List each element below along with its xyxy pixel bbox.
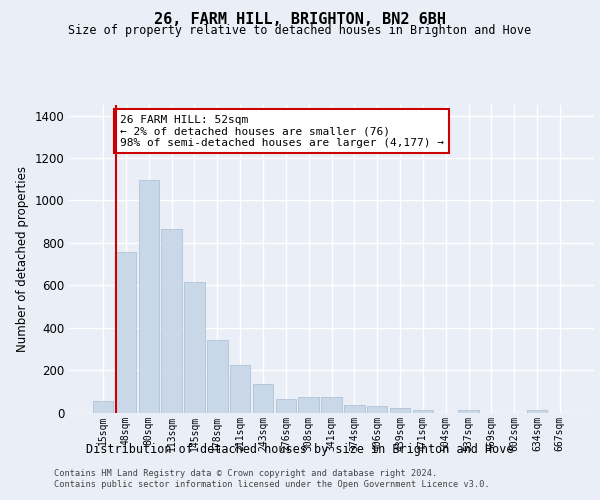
Text: Distribution of detached houses by size in Brighton and Hove: Distribution of detached houses by size …: [86, 442, 514, 456]
Y-axis label: Number of detached properties: Number of detached properties: [16, 166, 29, 352]
Bar: [116, 252, 136, 412]
Text: Size of property relative to detached houses in Brighton and Hove: Size of property relative to detached ho…: [68, 24, 532, 37]
Bar: [298, 397, 319, 412]
Text: 26 FARM HILL: 52sqm
← 2% of detached houses are smaller (76)
98% of semi-detache: 26 FARM HILL: 52sqm ← 2% of detached hou…: [119, 114, 443, 148]
Bar: [93, 401, 113, 412]
Bar: [275, 398, 296, 412]
Bar: [253, 384, 273, 412]
Bar: [184, 282, 205, 412]
Bar: [161, 229, 182, 412]
Bar: [321, 397, 342, 412]
Bar: [344, 405, 365, 412]
Bar: [458, 410, 479, 412]
Bar: [390, 408, 410, 412]
Bar: [527, 410, 547, 412]
Text: Contains HM Land Registry data © Crown copyright and database right 2024.: Contains HM Land Registry data © Crown c…: [54, 469, 437, 478]
Text: 26, FARM HILL, BRIGHTON, BN2 6BH: 26, FARM HILL, BRIGHTON, BN2 6BH: [154, 12, 446, 28]
Bar: [367, 406, 388, 412]
Bar: [413, 410, 433, 412]
Text: Contains public sector information licensed under the Open Government Licence v3: Contains public sector information licen…: [54, 480, 490, 489]
Bar: [230, 365, 250, 412]
Bar: [207, 340, 227, 412]
Bar: [139, 180, 159, 412]
